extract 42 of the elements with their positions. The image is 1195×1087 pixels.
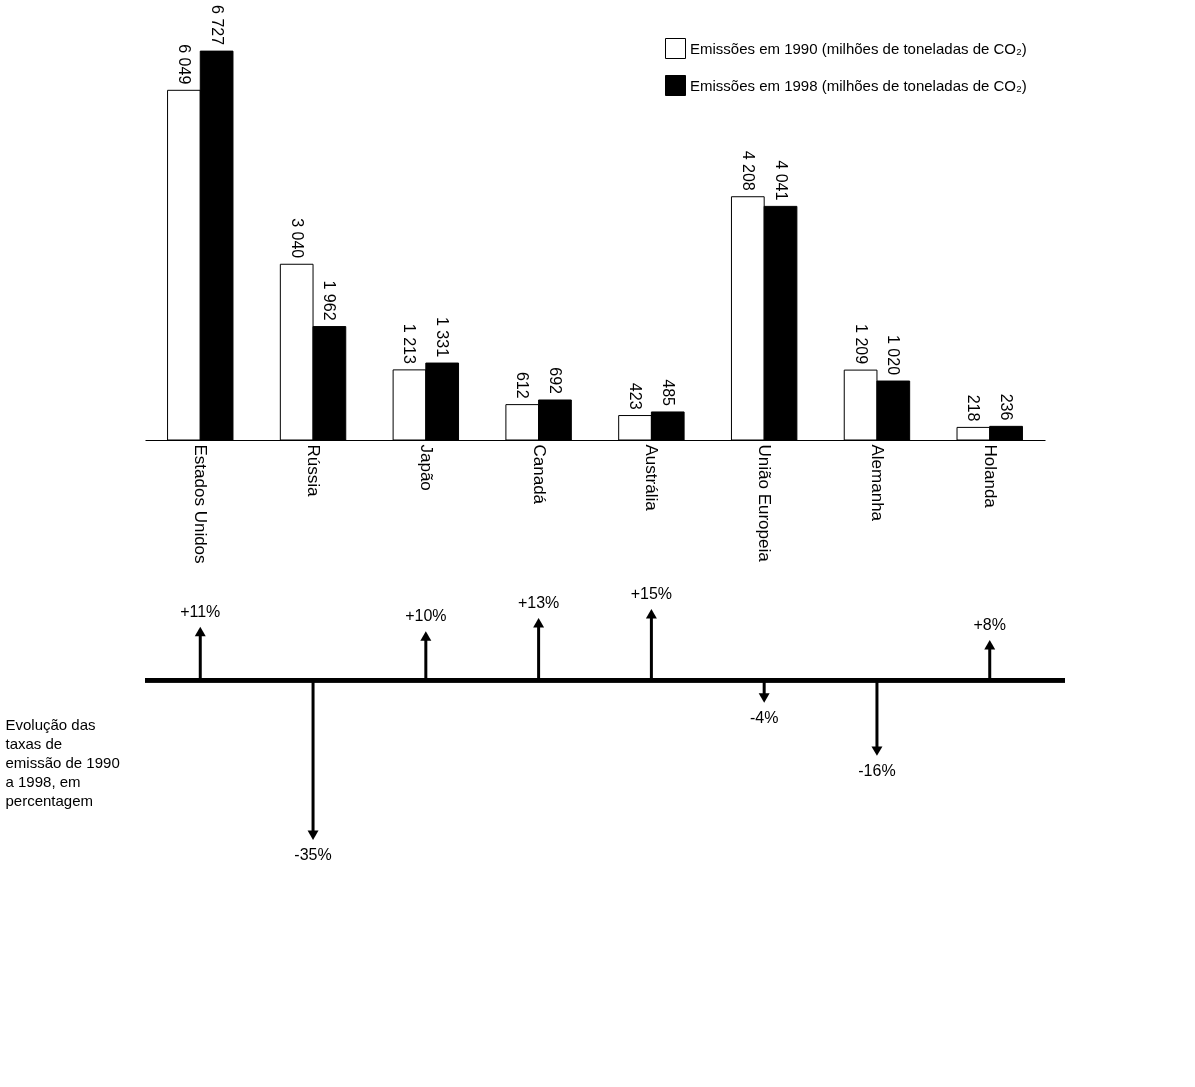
point [420, 631, 432, 641]
point [645, 609, 657, 619]
data-label: +10% [405, 606, 447, 624]
data-label: 1 962 [321, 280, 339, 321]
data-label: +13% [517, 593, 560, 611]
data-label: 236 [998, 393, 1016, 421]
data-label: 485 [659, 379, 677, 407]
data-label: -35% [294, 846, 332, 864]
legend-label: Emissões em 1998 (milhões de toneladas de CO₂) [690, 76, 1027, 94]
x-tick-label: União Europeia [755, 444, 775, 563]
point [758, 693, 770, 703]
x-tick-label: Canadá [529, 444, 549, 505]
x-tick-label: Holanda [980, 444, 1000, 509]
data-label: -4% [749, 708, 779, 726]
point [533, 617, 545, 628]
legend-label: Emissões em 1990 (milhões de toneladas de CO₂) [690, 39, 1027, 57]
y-axis-title: Evolução das taxas de emissão de 1990 a 1998, em percentagem [5, 715, 120, 809]
data-label: 6 727 [208, 5, 226, 46]
x-tick-label: Alemanha [867, 444, 887, 522]
data-label: 218 [965, 394, 983, 422]
data-label: -16% [858, 762, 896, 780]
x-tick-label: Estados Unidos [191, 444, 211, 564]
data-label: +11% [180, 602, 221, 620]
data-label: 612 [514, 371, 532, 399]
data-label: 1 020 [885, 334, 903, 376]
data-label: +15% [630, 584, 673, 602]
data-label: 1 213 [401, 323, 419, 364]
point [194, 626, 206, 637]
data-label: +8% [973, 615, 1006, 633]
point [871, 746, 883, 756]
data-label: 423 [627, 382, 645, 410]
data-label: 6 049 [175, 44, 193, 85]
data-label: 1 209 [852, 324, 870, 365]
data-label: 4 041 [772, 160, 790, 201]
data-label: 1 331 [434, 317, 452, 358]
data-label: 692 [546, 367, 564, 395]
x-tick-label: Japão [416, 444, 436, 491]
data-label: 4 208 [739, 150, 757, 191]
point [984, 640, 996, 650]
x-tick-label: Austrália [642, 444, 662, 512]
data-label: 3 040 [288, 218, 306, 259]
x-tick-label: Rússia [304, 444, 324, 498]
